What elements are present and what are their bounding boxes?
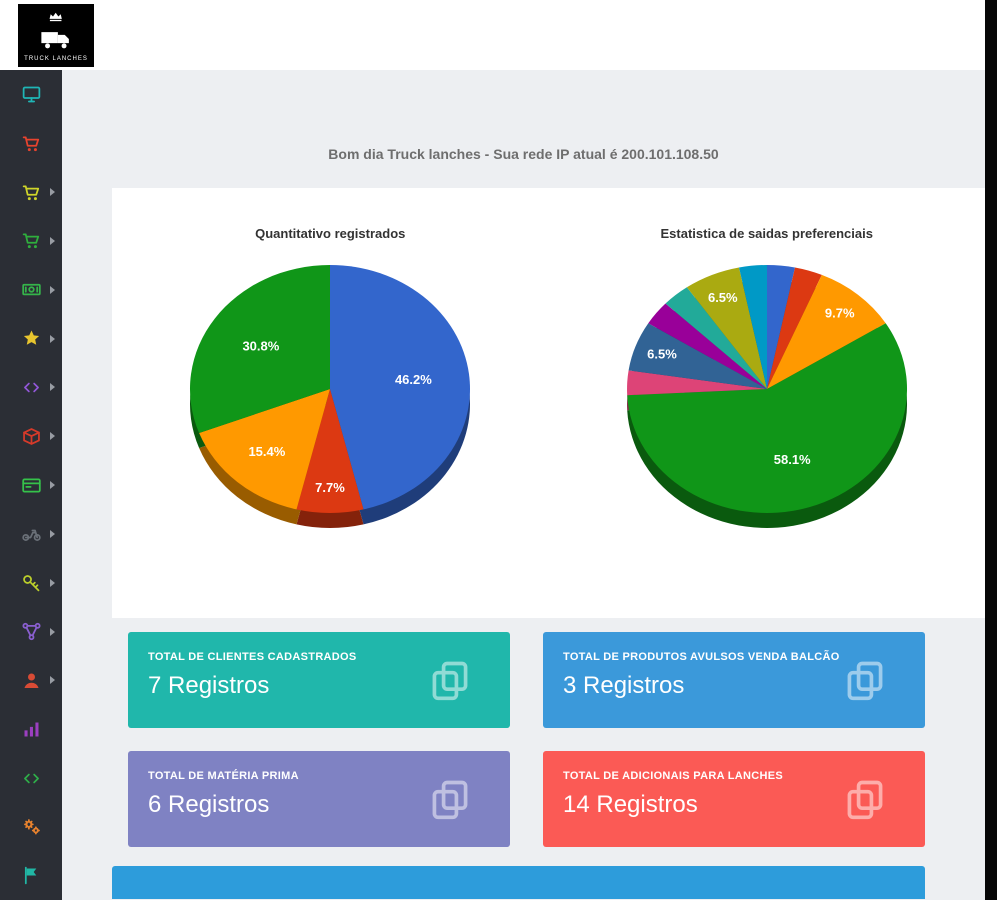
submenu-caret-icon	[50, 627, 55, 636]
sidebar-item-highlights[interactable]	[0, 314, 62, 363]
svg-text:15.4%: 15.4%	[249, 444, 286, 459]
submenu-caret-icon	[50, 383, 55, 392]
chart-title-saidas: Estatistica de saidas preferenciais	[660, 226, 873, 241]
greeting-text: Bom dia Truck lanches - Sua rede IP atua…	[328, 146, 719, 162]
sidebar-item-users[interactable]	[0, 656, 62, 705]
stat-card-produtos-avulsos: TOTAL DE PRODUTOS AVULSOS VENDA BALCÃO 3…	[543, 632, 925, 728]
svg-text:9.7%: 9.7%	[825, 306, 855, 321]
sidebar	[0, 70, 62, 900]
chart-title-registrados: Quantitativo registrados	[255, 226, 406, 241]
crown-icon	[48, 10, 63, 28]
sidebar-item-delivery[interactable]	[0, 509, 62, 558]
banknote-icon	[21, 279, 42, 300]
svg-text:30.8%: 30.8%	[243, 339, 280, 354]
submenu-caret-icon	[50, 188, 55, 197]
submenu-caret-icon	[50, 285, 55, 294]
main-content: Bom dia Truck lanches - Sua rede IP atua…	[62, 70, 985, 900]
logo-caption: TRUCK LANCHES	[24, 55, 88, 62]
cart-icon	[21, 182, 42, 203]
truck-icon	[40, 28, 73, 55]
copy-files-icon	[843, 658, 887, 702]
pie-block-registrados: Quantitativo registrados 46.2% 7.7% 15.4% 3…	[112, 188, 549, 618]
sidebar-item-stock[interactable]	[0, 412, 62, 461]
copy-files-icon	[428, 658, 472, 702]
submenu-caret-icon	[50, 529, 55, 538]
key-icon	[21, 572, 42, 593]
submenu-caret-icon	[50, 676, 55, 685]
sidebar-item-menu-cards[interactable]	[0, 461, 62, 510]
pie-chart-saidas[interactable]: 9.7% 58.1% 6.5% 6.5%	[617, 249, 917, 549]
cart-icon	[21, 230, 42, 251]
submenu-caret-icon	[50, 236, 55, 245]
stat-card-title: TOTAL DE MATÉRIA PRIMA	[148, 770, 299, 782]
copy-files-icon	[428, 777, 472, 821]
stat-card-title: TOTAL DE CLIENTES CADASTRADOS	[148, 651, 357, 663]
chart-icon	[21, 719, 42, 740]
sidebar-item-orders[interactable]	[0, 119, 62, 168]
stat-cards: TOTAL DE CLIENTES CADASTRADOS 7 Registro…	[128, 632, 925, 847]
submenu-caret-icon	[50, 578, 55, 587]
sidebar-item-statistics[interactable]	[0, 851, 62, 900]
sidebar-item-access-keys[interactable]	[0, 558, 62, 607]
stat-card-value: 14 Registros	[563, 791, 698, 818]
sidebar-item-cash-register[interactable]	[0, 265, 62, 314]
card-icon	[21, 475, 42, 496]
svg-text:58.1%: 58.1%	[774, 452, 811, 467]
stat-card-materia-prima: TOTAL DE MATÉRIA PRIMA 6 Registros	[128, 751, 510, 847]
sidebar-items	[0, 70, 62, 900]
svg-text:6.5%: 6.5%	[708, 290, 738, 305]
screen-right-edge	[985, 0, 997, 900]
app-logo[interactable]: TRUCK LANCHES	[18, 4, 94, 67]
sidebar-item-settings[interactable]	[0, 802, 62, 851]
sidebar-item-integrations[interactable]	[0, 363, 62, 412]
sidebar-item-sales[interactable]	[0, 216, 62, 265]
stat-card-value: 3 Registros	[563, 672, 685, 699]
box-icon	[21, 426, 42, 447]
code-icon	[21, 377, 42, 398]
monitor-icon	[21, 84, 42, 105]
sidebar-item-developer[interactable]	[0, 754, 62, 803]
star-icon	[21, 328, 42, 349]
flag-icon	[21, 865, 42, 886]
stat-card-value: 6 Registros	[148, 791, 270, 818]
next-section-bar	[112, 866, 925, 899]
sidebar-item-counter-sales[interactable]	[0, 168, 62, 217]
motorcycle-icon	[21, 523, 42, 544]
stat-card-title: TOTAL DE ADICIONAIS PARA LANCHES	[563, 770, 784, 782]
code-icon	[21, 768, 42, 789]
copy-files-icon	[843, 777, 887, 821]
stat-card-title: TOTAL DE PRODUTOS AVULSOS VENDA BALCÃO	[563, 651, 840, 663]
pie-block-saidas: Estatistica de saidas preferenciais 9.7%…	[549, 188, 986, 618]
svg-text:7.7%: 7.7%	[315, 480, 345, 495]
share-icon	[21, 621, 42, 642]
pie-chart-registrados[interactable]: 46.2% 7.7% 15.4% 30.8%	[180, 249, 480, 549]
svg-text:6.5%: 6.5%	[647, 347, 677, 362]
submenu-caret-icon	[50, 334, 55, 343]
cart-icon	[21, 133, 42, 154]
stat-card-value: 7 Registros	[148, 672, 270, 699]
submenu-caret-icon	[50, 481, 55, 490]
stat-card-clientes: TOTAL DE CLIENTES CADASTRADOS 7 Registro…	[128, 632, 510, 728]
sidebar-item-reports[interactable]	[0, 705, 62, 754]
svg-text:46.2%: 46.2%	[395, 372, 432, 387]
stat-card-adicionais: TOTAL DE ADICIONAIS PARA LANCHES 14 Regi…	[543, 751, 925, 847]
user-icon	[21, 670, 42, 691]
sidebar-item-network[interactable]	[0, 607, 62, 656]
sidebar-item-dashboard[interactable]	[0, 70, 62, 119]
top-header: TRUCK LANCHES	[0, 0, 985, 70]
submenu-caret-icon	[50, 432, 55, 441]
charts-panel: Quantitativo registrados 46.2% 7.7% 15.4% 3…	[112, 188, 985, 618]
gears-icon	[21, 816, 42, 837]
